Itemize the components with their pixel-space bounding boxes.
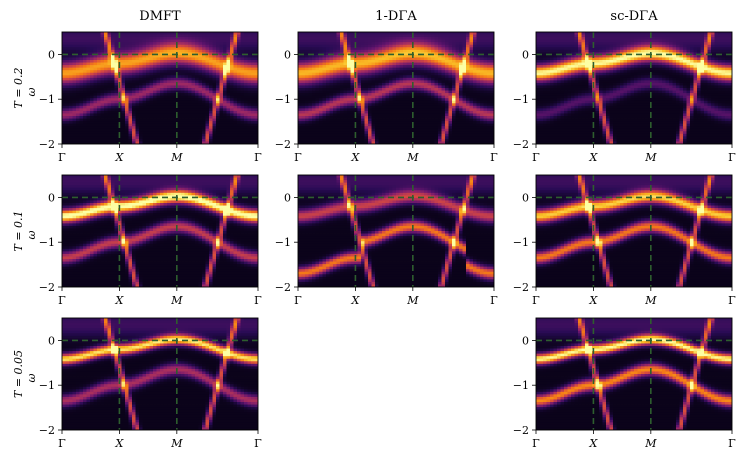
- y-tick-label: 0: [522, 48, 529, 61]
- x-tick-label: Γ: [58, 294, 66, 307]
- y-tick-label: −1: [513, 236, 529, 249]
- y-tick-label: 0: [522, 334, 529, 347]
- panel-frame: [61, 174, 259, 288]
- y-tick-label: −2: [513, 424, 529, 437]
- panel-frame: [535, 317, 733, 431]
- x-tick-label: X: [114, 294, 124, 307]
- y-tick-label: −2: [513, 138, 529, 151]
- y-tick-label: 0: [522, 191, 529, 204]
- row-label: T = 0.2: [12, 67, 25, 108]
- x-tick-label: M: [644, 151, 657, 164]
- heatmap-image: [62, 175, 258, 287]
- x-tick-label: Γ: [728, 294, 736, 307]
- heatmap-image: [62, 32, 258, 144]
- y-tick-label: 0: [284, 48, 291, 61]
- y-tick-label: −2: [39, 424, 55, 437]
- panel-frame: [61, 31, 259, 145]
- heatmap-image: [298, 175, 494, 287]
- x-tick-label: X: [588, 294, 598, 307]
- y-tick-label: −1: [39, 236, 55, 249]
- x-tick-label: X: [588, 437, 598, 450]
- y-tick-label: −2: [39, 138, 55, 151]
- y-tick-label: −2: [275, 138, 291, 151]
- x-tick-label: M: [406, 294, 419, 307]
- row-label: T = 0.1: [12, 210, 25, 251]
- y-tick-label: 0: [48, 191, 55, 204]
- spectral-panel: 0−1−2Γ X M Γ: [513, 317, 736, 450]
- y-tick-label: −1: [39, 379, 55, 392]
- y-tick-label: −1: [513, 379, 529, 392]
- panel-frame: [535, 31, 733, 145]
- x-tick-label: Γ: [58, 437, 66, 450]
- heatmap-image: [536, 318, 732, 430]
- spectral-panel: 0−1−2Γ X M Γ: [513, 174, 736, 307]
- x-tick-label: Γ: [294, 151, 302, 164]
- x-tick-label: M: [406, 151, 419, 164]
- y-tick-label: 0: [284, 191, 291, 204]
- panel-frame: [61, 317, 259, 431]
- heatmap-image: [298, 32, 494, 144]
- panel-frame: [297, 174, 495, 288]
- row-label: T = 0.05: [12, 350, 25, 398]
- x-tick-label: M: [170, 437, 183, 450]
- y-tick-label: 0: [48, 48, 55, 61]
- y-axis-label: ω: [25, 373, 38, 382]
- y-tick-label: 0: [48, 334, 55, 347]
- heatmap-image: [62, 318, 258, 430]
- y-tick-label: −2: [275, 281, 291, 294]
- column-title: sc-DΓA: [610, 9, 658, 24]
- x-tick-label: Γ: [532, 437, 540, 450]
- y-tick-label: −1: [275, 236, 291, 249]
- panel-frame: [535, 174, 733, 288]
- x-tick-label: Γ: [490, 151, 498, 164]
- column-title: DMFT: [139, 9, 181, 24]
- column-title: 1-DΓA: [375, 9, 417, 24]
- y-tick-label: −1: [275, 93, 291, 106]
- spectral-panel: 0−1−2Γ X M Γ: [513, 31, 736, 164]
- x-tick-label: X: [114, 151, 124, 164]
- x-tick-label: X: [350, 151, 360, 164]
- x-tick-label: M: [644, 294, 657, 307]
- x-tick-label: M: [644, 437, 657, 450]
- heatmap-image: [536, 32, 732, 144]
- x-tick-label: Γ: [728, 151, 736, 164]
- y-axis-label: ω: [25, 87, 38, 96]
- spectral-panel: 0−1−2Γ X M Γ: [275, 174, 498, 307]
- x-tick-label: Γ: [58, 151, 66, 164]
- spectral-panel: 0−1−2Γ X M ΓT = 0.2 ω: [12, 31, 262, 164]
- y-tick-label: −1: [39, 93, 55, 106]
- spectral-panel: 0−1−2Γ X M Γ: [275, 31, 498, 164]
- x-tick-label: Γ: [254, 437, 262, 450]
- x-tick-label: Γ: [532, 151, 540, 164]
- x-tick-label: M: [170, 151, 183, 164]
- x-tick-label: X: [350, 294, 360, 307]
- spectral-panel: 0−1−2Γ X M ΓT = 0.1 ω: [12, 174, 262, 307]
- y-tick-label: −1: [513, 93, 529, 106]
- x-tick-label: Γ: [294, 294, 302, 307]
- x-tick-label: M: [170, 294, 183, 307]
- y-tick-label: −2: [513, 281, 529, 294]
- x-tick-label: X: [114, 437, 124, 450]
- x-tick-label: Γ: [254, 151, 262, 164]
- x-tick-label: Γ: [532, 294, 540, 307]
- spectral-panel: 0−1−2Γ X M ΓT = 0.05 ω: [12, 317, 262, 450]
- x-tick-label: X: [588, 151, 598, 164]
- x-tick-label: Γ: [254, 294, 262, 307]
- y-axis-label: ω: [25, 230, 38, 239]
- x-tick-label: Γ: [728, 437, 736, 450]
- y-tick-label: −2: [39, 281, 55, 294]
- heatmap-image: [536, 175, 732, 287]
- x-tick-label: Γ: [490, 294, 498, 307]
- panel-frame: [297, 31, 495, 145]
